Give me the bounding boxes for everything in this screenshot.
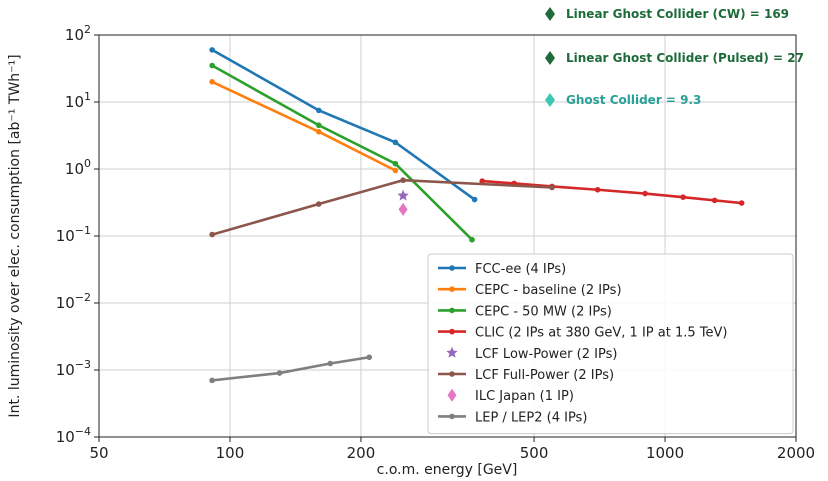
- legend-label: FCC-ee (4 IPs): [475, 262, 566, 277]
- x-axis-label: c.o.m. energy [GeV]: [377, 462, 518, 478]
- y-tick-label: 10−3: [56, 358, 91, 379]
- data-point: [209, 377, 215, 384]
- data-point: [471, 196, 478, 203]
- legend-dot-icon: [449, 371, 455, 377]
- data-point: [209, 79, 215, 85]
- y-tick-label: 102: [65, 23, 91, 44]
- x-tick-label: 100: [216, 444, 245, 462]
- series-6: [398, 202, 408, 216]
- series-5: [209, 177, 555, 238]
- x-axis: 50 100 200 500 1000 2000: [89, 437, 815, 462]
- data-point: [209, 231, 215, 238]
- y-tick-label: 10−4: [56, 425, 91, 446]
- annotation-text: Linear Ghost Collider (CW) = 169: [566, 7, 789, 21]
- data-point: [400, 177, 406, 184]
- data-point: [738, 200, 745, 206]
- data-point: [276, 370, 283, 376]
- series-2: [209, 62, 475, 243]
- data-point: [680, 194, 686, 200]
- legend-label: LCF Low-Power (2 IPs): [475, 347, 617, 362]
- series-7: [209, 354, 373, 384]
- x-tick-label: 2000: [777, 444, 815, 462]
- data-point: [366, 354, 373, 361]
- data-point: [315, 201, 322, 207]
- data-point: [594, 186, 601, 193]
- legend-item: ILC Japan (1 IP): [447, 388, 574, 404]
- legend-item: CEPC - 50 MW (2 IPs): [438, 304, 612, 319]
- legend-box: [427, 253, 794, 435]
- data-point: [209, 47, 215, 53]
- data-point: [398, 202, 408, 216]
- legend-dot-icon: [449, 328, 455, 335]
- legend-diamond-icon: [447, 388, 457, 402]
- legend-dot-icon: [449, 286, 455, 293]
- series-line: [211, 64, 473, 241]
- legend-item: CLIC (2 IPs at 380 GeV, 1 IP at 1.5 TeV): [438, 326, 727, 341]
- legend-label: CEPC - 50 MW (2 IPs): [475, 304, 612, 319]
- series-line: [211, 178, 553, 236]
- y-tick-label: 101: [65, 90, 91, 111]
- annotation-diamond-icon: [545, 51, 555, 65]
- legend-item: CEPC - baseline (2 IPs): [438, 283, 622, 298]
- data-point: [397, 189, 409, 201]
- legend-dot-icon: [449, 413, 455, 420]
- data-point: [327, 360, 334, 367]
- x-tick-label: 50: [89, 444, 108, 462]
- series-line: [212, 355, 370, 382]
- series-0: [209, 47, 478, 203]
- series-layer: [209, 47, 745, 384]
- data-point: [209, 62, 215, 69]
- series-line: [211, 80, 396, 172]
- series-4: [397, 189, 409, 201]
- series-3: [479, 178, 745, 206]
- annotation: Linear Ghost Collider (CW) = 169: [545, 7, 789, 21]
- legend-label: CLIC (2 IPs at 380 GeV, 1 IP at 1.5 TeV): [475, 326, 727, 341]
- annotation: Ghost Collider = 9.3: [545, 93, 701, 107]
- data-point: [642, 190, 648, 197]
- legend-item: LEP / LEP2 (4 IPs): [438, 410, 587, 425]
- data-point: [315, 128, 322, 135]
- legend-label: LEP / LEP2 (4 IPs): [475, 410, 587, 425]
- y-axis-label: Int. luminosity over elec. consumption […: [7, 54, 23, 417]
- data-point: [392, 139, 399, 146]
- data-point: [315, 122, 322, 129]
- data-point: [315, 107, 322, 114]
- y-tick-label: 100: [65, 157, 91, 178]
- data-point: [479, 178, 486, 184]
- annotation-text: Ghost Collider = 9.3: [566, 93, 701, 107]
- legend-dot-icon: [449, 265, 455, 271]
- series-line: [482, 179, 742, 205]
- legend-star-icon: [446, 346, 458, 358]
- legend-label: LCF Full-Power (2 IPs): [475, 368, 614, 383]
- data-point: [549, 184, 555, 191]
- annotation: Linear Ghost Collider (Pulsed) = 27: [545, 51, 804, 65]
- data-point: [392, 160, 399, 167]
- data-point: [392, 167, 399, 174]
- data-point: [711, 197, 718, 204]
- legend-item: LCF Full-Power (2 IPs): [438, 368, 614, 383]
- legend-item: LCF Low-Power (2 IPs): [446, 346, 617, 362]
- annotations: Linear Ghost Collider (CW) = 169 Linear G…: [545, 7, 804, 107]
- annotation-text: Linear Ghost Collider (Pulsed) = 27: [566, 51, 804, 65]
- legend: FCC-ee (4 IPs) CEPC - baseline (2 IPs) CEP…: [427, 253, 794, 435]
- y-tick-label: 10−1: [56, 224, 91, 245]
- y-axis: 10−4 10−3 10−2 10−1 100 101 102: [56, 23, 99, 446]
- x-tick-label: 500: [520, 444, 549, 462]
- x-tick-label: 1000: [646, 444, 684, 462]
- legend-label: CEPC - baseline (2 IPs): [475, 283, 622, 298]
- annotation-diamond-icon: [545, 93, 555, 107]
- legend-item: FCC-ee (4 IPs): [438, 262, 566, 277]
- legend-dot-icon: [449, 307, 455, 314]
- series-1: [209, 79, 399, 174]
- annotation-diamond-icon: [545, 7, 555, 21]
- data-point: [469, 236, 475, 243]
- legend-label: ILC Japan (1 IP): [475, 389, 574, 404]
- x-tick-label: 200: [347, 444, 376, 462]
- y-tick-label: 10−2: [56, 291, 91, 312]
- series-line: [211, 48, 476, 201]
